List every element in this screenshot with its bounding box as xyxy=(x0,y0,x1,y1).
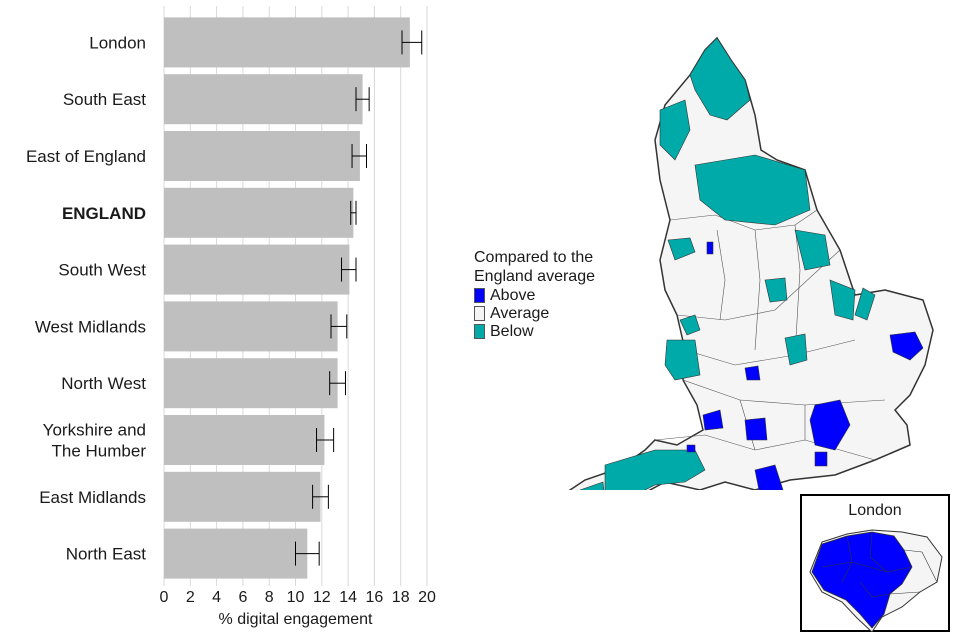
legend-swatch-average xyxy=(474,305,485,321)
home-counties-area xyxy=(809,399,851,451)
legend-swatch-below xyxy=(474,323,485,339)
north-yorkshire-area xyxy=(694,154,811,226)
bar xyxy=(164,415,325,465)
category-label: North East xyxy=(66,545,147,564)
bristol-area xyxy=(686,444,696,453)
bar xyxy=(164,528,308,579)
staffs-area xyxy=(764,277,788,303)
bar xyxy=(164,131,360,181)
suffolk-area xyxy=(889,331,924,361)
bar xyxy=(164,187,354,238)
bar-chart: London South East East of England ENGLAND So… xyxy=(26,6,436,628)
legend-label-below: Below xyxy=(490,322,534,340)
lancaster-area xyxy=(706,241,714,255)
london-inset-title: London xyxy=(848,502,902,519)
map-legend: Compared to the England average Above Av… xyxy=(474,248,595,340)
surrey-area xyxy=(814,451,828,467)
x-tick-label: 14 xyxy=(339,589,357,606)
london-inset-map xyxy=(809,529,943,632)
region-boundaries xyxy=(654,209,886,461)
england-map-graphic xyxy=(523,36,934,539)
category-label: The Humber xyxy=(52,442,147,461)
legend-item-average: Average xyxy=(474,304,595,322)
london-borough-lines xyxy=(821,531,938,598)
x-tick-label: 6 xyxy=(238,589,247,606)
category-label: East Midlands xyxy=(39,488,146,507)
category-label: London xyxy=(89,33,146,52)
x-axis-title: % digital engagement xyxy=(219,611,373,628)
x-tick-label: 18 xyxy=(392,589,410,606)
x-tick-label: 0 xyxy=(160,589,169,606)
london-above-area xyxy=(811,531,913,629)
category-label: Yorkshire and xyxy=(43,421,146,440)
lincolnshire-area xyxy=(829,279,856,321)
england-map xyxy=(455,20,955,539)
bar xyxy=(164,17,410,68)
cumbria-area xyxy=(659,99,691,161)
oxford-area xyxy=(744,417,768,441)
x-tick-label: 20 xyxy=(418,589,436,606)
x-tick-label: 4 xyxy=(212,589,221,606)
bar xyxy=(164,301,338,352)
category-label: North West xyxy=(61,374,146,393)
bar xyxy=(164,471,321,522)
category-label: East of England xyxy=(26,147,146,166)
shropshire-area xyxy=(664,339,701,381)
gloucester-area xyxy=(702,409,724,431)
norfolk-west-area xyxy=(854,287,876,321)
legend-item-below: Below xyxy=(474,322,595,340)
category-label: ENGLAND xyxy=(62,204,146,223)
bar xyxy=(164,244,350,295)
legend-label-average: Average xyxy=(490,304,550,322)
legend-item-above: Above xyxy=(474,286,595,304)
legend-title-line-1: Compared to the xyxy=(474,249,594,266)
x-tick-label: 12 xyxy=(313,589,331,606)
legend-label-above: Above xyxy=(490,286,536,304)
x-tick-label: 10 xyxy=(287,589,305,606)
x-tick-label: 2 xyxy=(186,589,195,606)
leicester-area xyxy=(784,333,808,366)
above-areas xyxy=(686,241,924,521)
bar xyxy=(164,358,338,409)
birmingham-area xyxy=(744,365,761,381)
northumberland-area xyxy=(689,37,751,121)
east-riding-area xyxy=(794,229,831,271)
london-inset: London xyxy=(800,494,950,632)
legend-swatch-above xyxy=(474,287,485,303)
welsh-border-area xyxy=(679,314,701,336)
legend-title-line-2: England average xyxy=(474,268,595,285)
x-tick-label: 8 xyxy=(265,589,274,606)
category-label: South East xyxy=(63,90,146,109)
category-label: West Midlands xyxy=(35,317,146,336)
below-areas xyxy=(579,37,876,528)
lancashire-area xyxy=(667,237,696,261)
x-tick-label: 16 xyxy=(366,589,384,606)
category-label: South West xyxy=(58,261,146,280)
bar xyxy=(164,74,363,125)
